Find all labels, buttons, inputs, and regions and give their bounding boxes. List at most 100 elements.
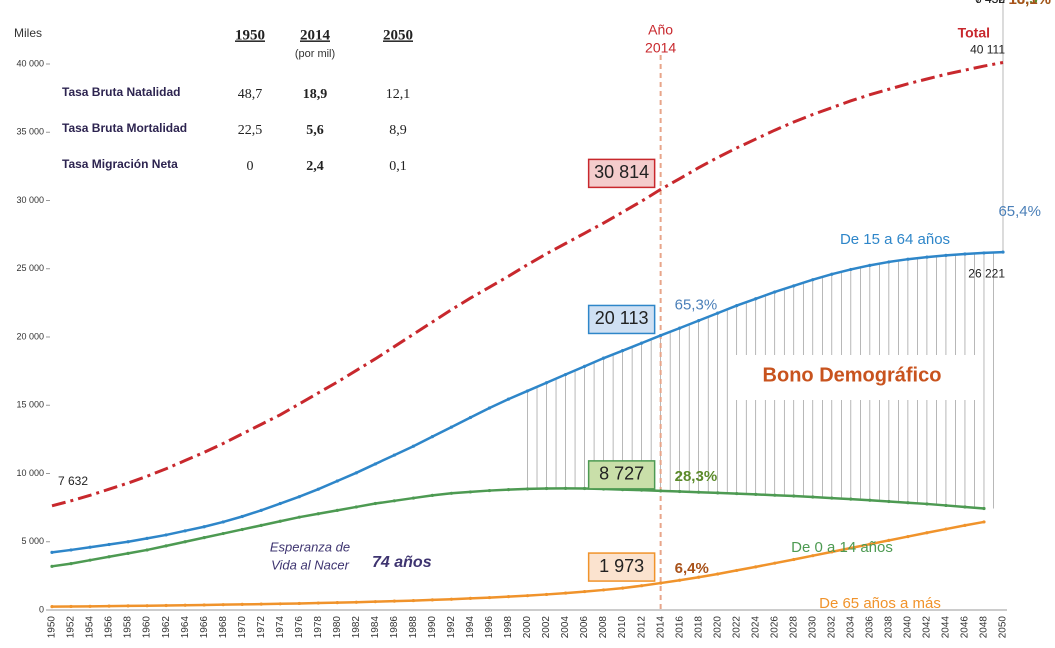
point xyxy=(164,544,168,548)
x-tick-label: 1970 xyxy=(237,616,248,639)
table-cell: 2,4 xyxy=(306,159,324,174)
point xyxy=(354,471,358,475)
point xyxy=(887,260,891,264)
point xyxy=(392,453,396,457)
x-tick-label: 2008 xyxy=(598,616,609,639)
table-cell: 0 xyxy=(247,159,254,174)
x-tick-label: 2048 xyxy=(979,616,990,639)
point xyxy=(487,406,492,410)
point xyxy=(792,284,796,288)
point xyxy=(50,564,54,568)
table-unit: (por mil) xyxy=(295,48,335,60)
table-cell: 12,1 xyxy=(386,87,411,102)
point xyxy=(88,558,92,562)
point xyxy=(202,603,206,607)
x-tick-label: 1992 xyxy=(446,616,457,639)
table-header: 2050 xyxy=(383,27,413,43)
point xyxy=(963,523,967,527)
point xyxy=(449,597,454,601)
y-tick-label: 10 000 xyxy=(16,468,44,478)
x-tick-label: 2018 xyxy=(693,616,704,639)
value-label: 40 111 xyxy=(970,43,1005,57)
x-tick-label: 1996 xyxy=(484,616,495,639)
value-label: 30 814 xyxy=(594,162,649,182)
point xyxy=(963,252,967,256)
point xyxy=(544,381,549,385)
point xyxy=(506,595,511,599)
point xyxy=(145,548,149,552)
value-label: 8 727 xyxy=(599,464,644,484)
point xyxy=(487,595,492,600)
point xyxy=(868,498,872,502)
x-tick-label: 1994 xyxy=(465,616,476,639)
y-tick-label: 25 000 xyxy=(16,263,44,273)
point xyxy=(50,550,54,554)
table-header: 1950 xyxy=(235,27,265,43)
point xyxy=(830,496,834,500)
point xyxy=(107,555,111,559)
point xyxy=(887,538,891,542)
point xyxy=(430,598,434,602)
point xyxy=(506,397,511,401)
point xyxy=(126,604,130,608)
bono-hatch xyxy=(527,0,1004,509)
point xyxy=(354,505,358,509)
series-label: Total xyxy=(958,25,990,41)
x-tick-label: 2020 xyxy=(712,616,723,639)
series-line xyxy=(51,520,985,608)
point xyxy=(944,503,948,508)
point xyxy=(183,540,187,544)
x-tick-label: 1950 xyxy=(47,616,58,639)
x-tick-label: 1998 xyxy=(503,616,514,639)
point xyxy=(640,584,644,588)
x-tick-label: 2014 xyxy=(655,616,666,639)
series-label: De 15 a 64 años xyxy=(840,231,950,248)
point xyxy=(754,565,758,569)
value-label: 7 632 xyxy=(58,474,88,488)
x-tick-label: 1974 xyxy=(275,616,286,639)
value-label: 1 973 xyxy=(599,556,644,576)
point xyxy=(240,602,244,607)
x-tick-label: 1982 xyxy=(351,616,362,639)
value-label: 20 113 xyxy=(595,308,649,328)
year-marker-label: 2014 xyxy=(645,40,676,56)
point xyxy=(107,604,111,608)
value-label: 26 221 xyxy=(968,266,1005,280)
point xyxy=(69,604,73,609)
bono-label: Bono Demográfico xyxy=(763,364,942,386)
point xyxy=(678,578,682,582)
point xyxy=(449,425,454,429)
point xyxy=(754,297,758,301)
y-tick-label: 20 000 xyxy=(16,331,44,341)
point xyxy=(335,601,339,605)
point xyxy=(468,415,473,420)
point xyxy=(221,603,225,607)
bono-box xyxy=(730,355,980,400)
x-tick-label: 2024 xyxy=(750,616,761,639)
point xyxy=(183,603,187,607)
point xyxy=(297,601,301,606)
y-axis-label: Miles xyxy=(14,26,42,40)
point xyxy=(278,519,282,523)
x-tick-label: 2004 xyxy=(560,616,571,639)
point xyxy=(563,486,568,490)
point xyxy=(716,311,720,315)
x-tick-label: 1954 xyxy=(85,616,96,639)
x-tick-label: 2038 xyxy=(884,616,895,639)
point xyxy=(506,488,511,492)
point xyxy=(1001,250,1005,254)
point xyxy=(773,290,777,294)
x-tick-label: 1966 xyxy=(199,616,210,639)
point xyxy=(830,272,834,276)
point xyxy=(868,542,872,546)
point xyxy=(659,581,663,585)
point xyxy=(582,589,587,594)
x-tick-label: 1988 xyxy=(408,616,419,639)
x-tick-label: 2000 xyxy=(522,616,533,639)
point xyxy=(316,512,320,516)
share-label: 16,1% xyxy=(1008,0,1051,8)
point xyxy=(716,491,720,495)
point xyxy=(868,263,872,267)
table-cell: 18,9 xyxy=(303,87,328,102)
